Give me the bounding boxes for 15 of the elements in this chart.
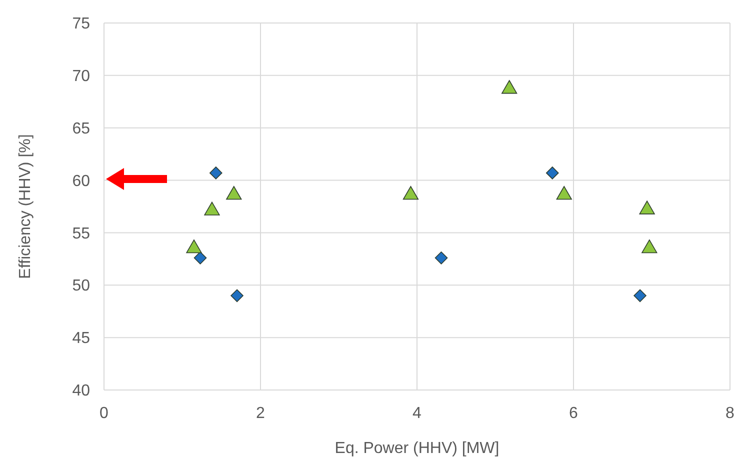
x-tick-label: 2 <box>256 405 266 422</box>
y-tick-label: 60 <box>72 172 90 190</box>
x-tick-label: 8 <box>726 405 735 422</box>
y-tick-label: 75 <box>72 16 90 33</box>
y-tick-label: 65 <box>72 120 90 138</box>
y-tick-label: 45 <box>72 330 90 348</box>
y-tick-label: 70 <box>72 68 90 86</box>
y-tick-label: 50 <box>72 278 90 295</box>
x-axis-title: Eq. Power (HHV) [MW] <box>334 440 500 457</box>
x-tick-label: 6 <box>569 405 578 422</box>
x-tick-label: 0 <box>100 405 109 422</box>
x-tick-label: 4 <box>412 405 422 422</box>
y-tick-label: 55 <box>72 225 90 242</box>
y-axis-title: Efficiency (HHV) [%] <box>17 134 34 279</box>
y-tick-label: 40 <box>72 382 90 400</box>
